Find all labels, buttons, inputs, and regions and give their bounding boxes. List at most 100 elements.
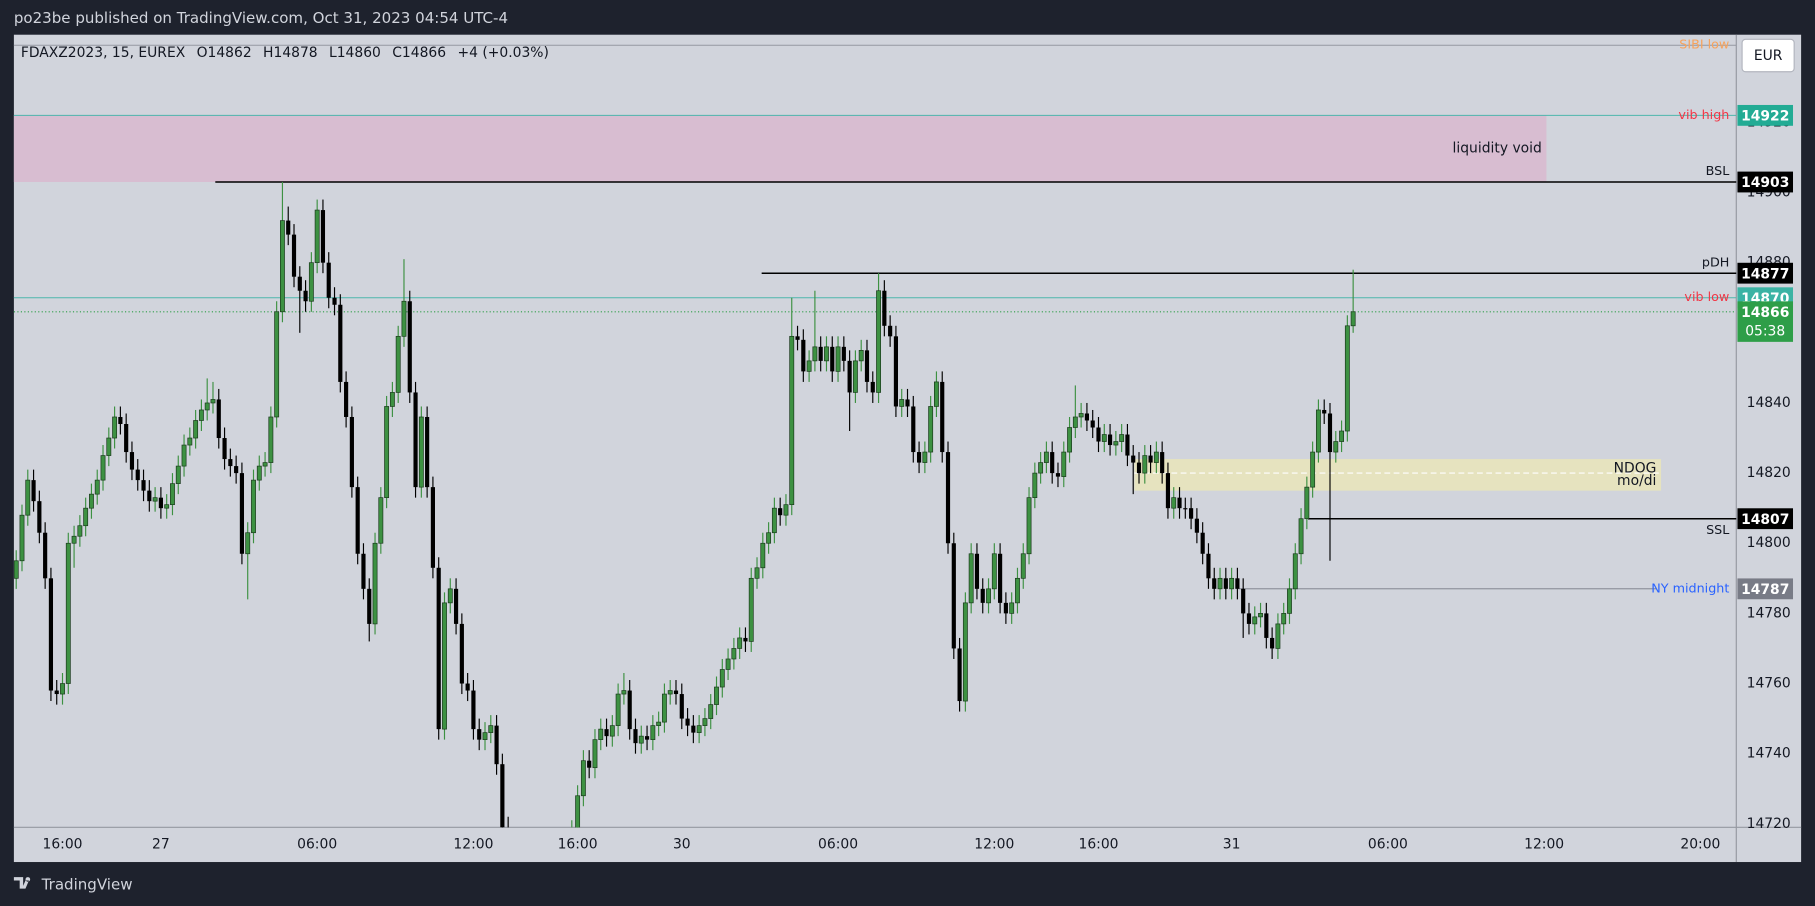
candle-body: [245, 532, 251, 555]
candle-body: [1078, 413, 1084, 418]
candle-body: [725, 658, 731, 670]
candle-body: [1148, 455, 1153, 463]
candle-body: [332, 297, 337, 305]
candle-body: [268, 416, 274, 463]
axes: 1472014740147601478014800148201484014860…: [43, 114, 1791, 852]
currency-button[interactable]: [1741, 38, 1795, 73]
candle-body: [181, 444, 187, 467]
current-price-label: 14866: [1741, 305, 1789, 321]
candle-body: [106, 437, 112, 456]
candle-body: [1160, 452, 1165, 474]
candle-body: [760, 542, 766, 569]
candle-body: [1096, 427, 1101, 442]
candle-body: [1281, 613, 1287, 625]
candle-body: [696, 725, 702, 733]
candle-body: [934, 381, 939, 407]
candle-body: [384, 406, 390, 498]
candle-body: [957, 648, 962, 702]
candle-body: [876, 290, 881, 393]
candle-body: [436, 567, 441, 730]
candle-body: [864, 350, 870, 382]
candle-body: [31, 480, 36, 502]
candle-body: [37, 501, 42, 533]
candle-body: [587, 760, 592, 768]
candle-body: [1223, 578, 1228, 589]
candle-body: [951, 543, 956, 649]
candle-body: [940, 381, 945, 453]
candle-body: [830, 346, 835, 372]
candle-body: [650, 725, 656, 740]
candle-body: [893, 336, 899, 407]
candle-body: [679, 694, 684, 719]
candle-body: [598, 728, 604, 740]
candle-body: [1258, 613, 1263, 618]
candle-body: [89, 493, 94, 509]
price-label: 14787: [1741, 582, 1789, 598]
candle-body: [916, 452, 922, 463]
candle-body: [372, 542, 378, 625]
candle-body: [580, 760, 586, 797]
candle-body: [783, 504, 789, 516]
candle-body: [882, 290, 887, 326]
candle-body: [54, 690, 59, 695]
candle-body: [789, 335, 795, 506]
candle-body: [1061, 451, 1067, 477]
countdown-label: 05:38: [1745, 323, 1785, 339]
candle-body: [77, 525, 83, 537]
candle-body: [60, 683, 65, 695]
candle-body: [824, 346, 829, 362]
candle-body: [656, 721, 662, 726]
candle-body: [702, 718, 708, 726]
candle-body: [216, 399, 221, 439]
candle-body: [1153, 451, 1159, 463]
candle-body: [731, 648, 737, 660]
candle-body: [905, 399, 910, 407]
candle-body: [164, 504, 170, 509]
x-tick-label: 12:00: [974, 837, 1014, 853]
candle-body: [1136, 462, 1142, 474]
legend-open: O14862: [197, 45, 252, 61]
candle-body: [83, 507, 89, 527]
currency-label[interactable]: EUR: [1754, 48, 1783, 64]
candle-body: [494, 725, 499, 765]
candle-body: [367, 588, 372, 624]
candle-body: [234, 466, 239, 474]
zone-box: [1134, 459, 1662, 491]
candle-body: [425, 416, 430, 488]
candle-body: [980, 588, 985, 603]
candle-body: [633, 729, 638, 744]
legend: FDAXZ2023, 15, EUREX O14862 H14878 L1486…: [21, 45, 549, 61]
zone-box: [13, 115, 1547, 183]
candle-body: [661, 693, 667, 723]
legend-change: +4 (+0.03%): [457, 45, 548, 61]
x-tick-label: 06:00: [297, 837, 337, 853]
candle-body: [1026, 497, 1032, 555]
candle-body: [65, 542, 71, 684]
candle-body: [888, 325, 893, 337]
y-tick-label: 14800: [1747, 535, 1791, 551]
candle-body: [175, 465, 181, 484]
candle-body: [193, 420, 199, 439]
candle-body: [667, 690, 673, 695]
publisher-line: po23be published on TradingView.com, Oct…: [14, 9, 508, 27]
candle-body: [129, 452, 135, 470]
brand-logo: [13, 877, 31, 889]
candle-body: [748, 577, 754, 642]
candle-body: [1067, 427, 1072, 453]
candle-body: [1327, 413, 1333, 453]
candle-body: [1020, 553, 1026, 579]
candle-body: [442, 602, 447, 730]
candle-body: [291, 234, 297, 277]
candle-body: [477, 729, 482, 740]
candle-body: [673, 690, 679, 695]
candle-body: [1229, 577, 1235, 590]
candle-body: [1107, 434, 1113, 446]
candle-body: [1050, 452, 1055, 474]
candle-body: [1217, 577, 1223, 590]
candle-body: [1055, 473, 1061, 477]
candle-body: [998, 553, 1003, 603]
candle-body: [187, 437, 193, 446]
candle-body: [575, 795, 581, 828]
candle-body: [1206, 553, 1211, 579]
